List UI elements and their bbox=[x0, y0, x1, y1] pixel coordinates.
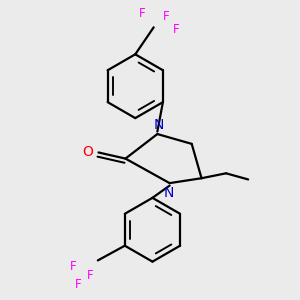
Text: F: F bbox=[75, 278, 82, 292]
Text: F: F bbox=[139, 7, 146, 20]
Text: F: F bbox=[70, 260, 76, 273]
Text: N: N bbox=[163, 186, 174, 200]
Text: N: N bbox=[153, 118, 164, 133]
Text: O: O bbox=[82, 146, 93, 160]
Text: F: F bbox=[163, 10, 169, 23]
Text: F: F bbox=[87, 268, 94, 282]
Text: F: F bbox=[172, 23, 179, 36]
